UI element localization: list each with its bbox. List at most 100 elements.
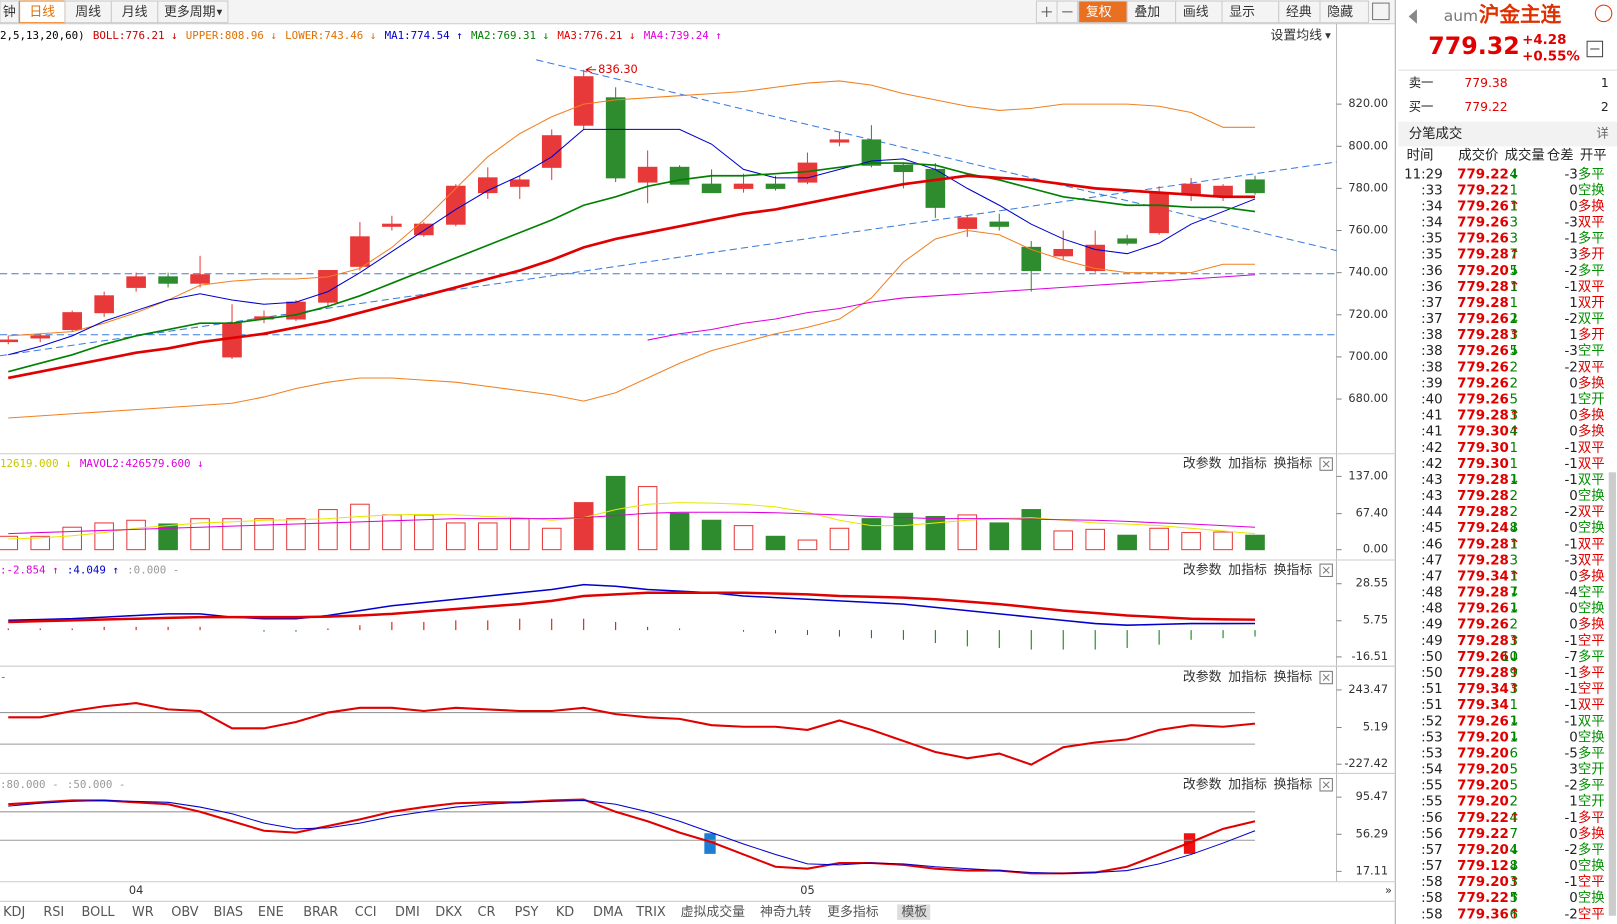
trade-volume: 6 <box>1509 907 1518 922</box>
trade-price: 779.26↑ <box>1457 199 1520 214</box>
direction-arrow: ↑ <box>1509 425 1520 440</box>
direction-arrow: ↑ <box>1509 569 1520 584</box>
volume-bar <box>1117 534 1137 551</box>
trade-price: 779.28↓ <box>1457 586 1520 601</box>
toolbar-label[interactable]: 日线 <box>29 5 55 20</box>
open-interest-change: 0 <box>1569 618 1578 633</box>
open-interest-change: 3 <box>1569 248 1578 263</box>
toolbar-button[interactable] <box>1319 0 1369 24</box>
indicator-tab[interactable]: OBV <box>171 905 199 920</box>
toolbar-button[interactable] <box>0 0 20 24</box>
price: 779.28 <box>1457 666 1509 681</box>
detail-button[interactable]: 详 <box>1596 126 1608 141</box>
toolbar-label[interactable]: 更多周期 <box>164 5 216 20</box>
open-interest-change: -1 <box>1564 441 1577 456</box>
trade-volume: 8 <box>1509 521 1518 536</box>
toolbar-label[interactable]: 月线 <box>122 5 148 20</box>
trade-type: 多换 <box>1578 567 1605 584</box>
toolbar-label[interactable]: 画线 <box>1183 5 1209 20</box>
panel-button[interactable]: 加指标 <box>1228 777 1267 792</box>
panel-button[interactable]: 加指标 <box>1228 670 1267 685</box>
trade-time: :34 <box>1421 199 1443 214</box>
indicator-tab[interactable]: DMA <box>593 905 623 920</box>
toolbar-label[interactable]: 钟 <box>3 4 16 20</box>
last-price: 779.32 <box>1428 32 1519 60</box>
nav-arrow[interactable]: » <box>1385 883 1392 897</box>
open-interest-change: -2 <box>1564 312 1577 327</box>
trade-volume: 1 <box>1509 296 1518 311</box>
panel-button[interactable]: 改参数 <box>1183 776 1222 792</box>
indicator-tab[interactable]: ENE <box>258 905 284 920</box>
indicator-tab[interactable]: 虚拟成交量 <box>681 904 746 920</box>
indicator-tab[interactable]: DKX <box>435 905 462 920</box>
fullscreen-button[interactable] <box>1372 2 1390 21</box>
panel-button[interactable]: 加指标 <box>1228 563 1267 578</box>
indicator-tab[interactable]: 更多指标 <box>827 905 879 920</box>
trade-type: 多换 <box>1578 407 1605 424</box>
indicator-tab[interactable]: RSI <box>43 905 64 920</box>
indicator-tab[interactable]: 神奇九转 <box>760 904 812 920</box>
toolbar-label[interactable]: 显示 <box>1229 5 1255 20</box>
indicator-tab[interactable]: DMI <box>395 905 420 920</box>
scroll-arrow[interactable]: » <box>1385 883 1392 897</box>
trade-price: 779.26 <box>1457 618 1509 633</box>
trade-volume: 6 <box>1509 746 1518 761</box>
price: 779.28 <box>1457 248 1509 263</box>
toolbar-button[interactable] <box>157 0 229 24</box>
indicator-tab[interactable]: TRIX <box>635 905 666 920</box>
panel-button[interactable]: 改参数 <box>1183 669 1222 685</box>
indicator-tab[interactable]: BRAR <box>303 905 338 920</box>
panel-button[interactable]: 换指标 <box>1274 670 1313 685</box>
panel-button[interactable]: 加指标 <box>1228 457 1267 472</box>
trade-price: 779.28 <box>1457 296 1509 311</box>
price: 779.26 <box>1457 618 1509 633</box>
volume-bar <box>126 519 146 551</box>
indicator-tab[interactable]: BIAS <box>213 905 243 920</box>
indicator-tab[interactable]: PSY <box>515 905 539 920</box>
toolbar-label[interactable]: 复权 <box>1086 4 1112 20</box>
trade-volume: 5 <box>1509 779 1518 794</box>
trade-price: 779.34 <box>1457 698 1509 713</box>
trade-type: 多换 <box>1578 423 1605 440</box>
indicator-tab[interactable]: KDJ <box>3 905 25 920</box>
indicator-tab[interactable]: BOLL <box>81 905 115 920</box>
indicator-tab[interactable]: 模板 <box>901 905 927 920</box>
candle-body <box>1085 244 1105 272</box>
trade-price: 779.22 <box>1457 183 1509 198</box>
back-icon[interactable] <box>1408 9 1417 24</box>
candle-body <box>446 185 466 225</box>
price: 779.34 <box>1457 682 1509 697</box>
open-interest-change: 1 <box>1569 296 1578 311</box>
indicator-tab[interactable]: CCI <box>355 905 377 920</box>
collapse-button[interactable] <box>1586 40 1604 58</box>
panel-button[interactable]: 换指标 <box>1274 777 1313 792</box>
toolbar-label[interactable]: 隐藏 <box>1327 5 1353 20</box>
trade-price: 779.28↑ <box>1457 280 1520 295</box>
panel-button[interactable]: 改参数 <box>1183 456 1222 472</box>
ma-settings[interactable]: 设置均线 <box>1271 29 1323 44</box>
close-button[interactable] <box>1319 563 1333 577</box>
toolbar-label[interactable]: 周线 <box>75 5 101 20</box>
indicator-line <box>8 80 1256 337</box>
panel-button[interactable]: 改参数 <box>1183 562 1222 578</box>
close-button[interactable] <box>1319 778 1333 792</box>
volume-bar <box>190 518 210 551</box>
indicator-tab[interactable]: KD <box>556 905 574 920</box>
price: 779.28 <box>1457 473 1509 488</box>
panel-button[interactable]: 换指标 <box>1274 457 1313 472</box>
toolbar-label[interactable]: 叠加 <box>1134 5 1160 20</box>
trade-price: 779.34↑ <box>1457 682 1520 697</box>
indicator-tab[interactable]: WR <box>132 905 154 920</box>
candle-body <box>94 295 114 314</box>
direction-arrow: ↑ <box>1509 199 1520 214</box>
trade-price: 779.28↓ <box>1457 473 1520 488</box>
scrollbar[interactable] <box>1608 472 1616 916</box>
panel-button[interactable]: 换指标 <box>1274 563 1313 578</box>
trade-volume: 3 <box>1509 634 1518 649</box>
toolbar-label[interactable]: 经典 <box>1286 5 1312 20</box>
close-button[interactable] <box>1319 670 1333 685</box>
indicator-tab[interactable]: CR <box>477 905 495 920</box>
badge-icon[interactable] <box>1594 4 1613 23</box>
trade-volume: 9 <box>1509 666 1518 681</box>
close-button[interactable] <box>1319 457 1333 471</box>
